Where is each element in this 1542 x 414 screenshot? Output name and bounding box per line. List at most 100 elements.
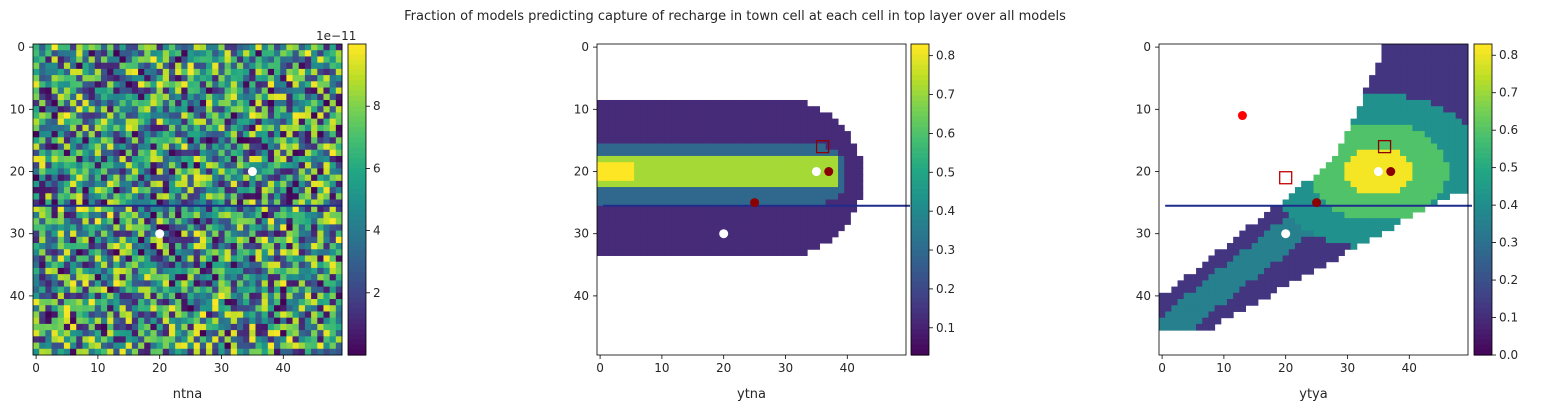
heatmap-cell bbox=[82, 211, 90, 219]
heatmap-cell bbox=[119, 230, 127, 238]
x-tick-label: 0 bbox=[32, 361, 40, 375]
heatmap-cell bbox=[708, 131, 715, 138]
heatmap-cell bbox=[732, 162, 740, 169]
heatmap-cell bbox=[193, 131, 201, 138]
colorbar-segment bbox=[348, 334, 366, 341]
heatmap-cell bbox=[206, 236, 213, 244]
heatmap-cell bbox=[689, 143, 697, 151]
heatmap-cell bbox=[597, 155, 604, 163]
colorbar-segment bbox=[1474, 349, 1492, 356]
heatmap-cell bbox=[88, 267, 96, 275]
heatmap-cell bbox=[776, 143, 783, 151]
heatmap-cell bbox=[138, 68, 145, 76]
colorbar-segment bbox=[348, 90, 366, 97]
heatmap-cell bbox=[1430, 131, 1438, 138]
heatmap-cell bbox=[88, 44, 96, 51]
colorbar-segment bbox=[348, 230, 366, 237]
heatmap-cell bbox=[224, 330, 232, 337]
heatmap-cell bbox=[838, 149, 845, 157]
heatmap-cell bbox=[218, 155, 226, 163]
heatmap-cell bbox=[1239, 230, 1247, 238]
heatmap-cell bbox=[280, 243, 287, 250]
heatmap-cell bbox=[850, 149, 858, 157]
heatmap-cell bbox=[671, 174, 678, 182]
heatmap-cell bbox=[82, 75, 90, 82]
heatmap-cell bbox=[732, 118, 740, 126]
heatmap-cell bbox=[212, 180, 219, 188]
colorbar-segment bbox=[348, 209, 366, 216]
heatmap-cell bbox=[311, 199, 318, 207]
heatmap-cell bbox=[1387, 56, 1395, 64]
heatmap-cell bbox=[1251, 299, 1259, 306]
x-tick-label: 40 bbox=[840, 361, 855, 375]
heatmap-cell bbox=[1356, 236, 1364, 244]
heatmap-cell bbox=[1294, 205, 1302, 213]
heatmap-cell bbox=[70, 118, 77, 126]
heatmap-cell bbox=[206, 299, 213, 306]
heatmap-cell bbox=[311, 267, 318, 275]
heatmap-cell bbox=[175, 149, 182, 157]
heatmap-cell bbox=[57, 162, 65, 169]
heatmap-cell bbox=[274, 193, 281, 200]
heatmap-cell bbox=[763, 112, 771, 120]
heatmap-cell bbox=[819, 218, 827, 225]
heatmap-cell bbox=[1387, 124, 1395, 132]
heatmap-cell bbox=[627, 162, 635, 169]
marker-point bbox=[1386, 167, 1396, 177]
heatmap-cell bbox=[720, 137, 728, 145]
heatmap-cell bbox=[1362, 168, 1370, 176]
heatmap-cell bbox=[236, 305, 244, 312]
x-axis-label: ntna bbox=[173, 387, 203, 402]
heatmap-cell bbox=[794, 236, 802, 244]
heatmap-cell bbox=[1276, 280, 1284, 288]
heatmap-cell bbox=[317, 236, 324, 244]
heatmap-cell bbox=[658, 218, 666, 225]
heatmap-cell bbox=[70, 211, 77, 219]
heatmap-cell bbox=[1437, 180, 1444, 188]
heatmap-cell bbox=[286, 292, 294, 300]
heatmap-cell bbox=[138, 93, 145, 101]
heatmap-cell bbox=[597, 193, 604, 200]
heatmap-cell bbox=[119, 299, 127, 306]
heatmap-cell bbox=[1455, 68, 1463, 76]
heatmap-cell bbox=[1319, 168, 1327, 176]
heatmap-cell bbox=[236, 155, 244, 163]
heatmap-cell bbox=[206, 75, 213, 82]
heatmap-cell bbox=[1393, 187, 1401, 194]
heatmap-cell bbox=[1369, 162, 1376, 169]
heatmap-cell bbox=[255, 87, 263, 95]
heatmap-cell bbox=[311, 180, 318, 188]
heatmap-cell bbox=[63, 137, 71, 145]
heatmap-cell bbox=[603, 155, 610, 163]
heatmap-cell bbox=[199, 68, 207, 76]
heatmap-cell bbox=[317, 75, 324, 82]
heatmap-cell bbox=[1430, 118, 1438, 126]
heatmap-cell bbox=[1406, 174, 1413, 182]
heatmap-cell bbox=[1214, 274, 1222, 281]
heatmap-cell bbox=[1387, 62, 1395, 70]
heatmap-cell bbox=[1307, 205, 1314, 213]
heatmap-cell bbox=[776, 131, 783, 138]
heatmap-cell bbox=[57, 75, 65, 82]
heatmap-cell bbox=[770, 180, 777, 188]
heatmap-cell bbox=[1208, 317, 1216, 325]
heatmap-cell bbox=[138, 187, 145, 194]
heatmap-cell bbox=[751, 162, 759, 169]
colorbar-segment bbox=[348, 246, 366, 252]
heatmap-cell bbox=[844, 180, 851, 188]
heatmap-cell bbox=[609, 187, 617, 194]
colorbar-segment bbox=[911, 163, 929, 169]
heatmap-cell bbox=[304, 50, 312, 57]
heatmap-cell bbox=[224, 305, 232, 312]
heatmap-cell bbox=[1325, 255, 1333, 263]
heatmap-cell bbox=[33, 342, 40, 350]
heatmap-cell bbox=[187, 236, 195, 244]
heatmap-cell bbox=[683, 205, 691, 213]
y-tick-label: 10 bbox=[1136, 102, 1151, 116]
heatmap-cell bbox=[45, 131, 53, 138]
heatmap-cell bbox=[1356, 137, 1364, 145]
heatmap-cell bbox=[156, 292, 164, 300]
heatmap-cell bbox=[770, 118, 777, 126]
heatmap-cell bbox=[57, 305, 65, 312]
heatmap-cell bbox=[298, 137, 306, 145]
